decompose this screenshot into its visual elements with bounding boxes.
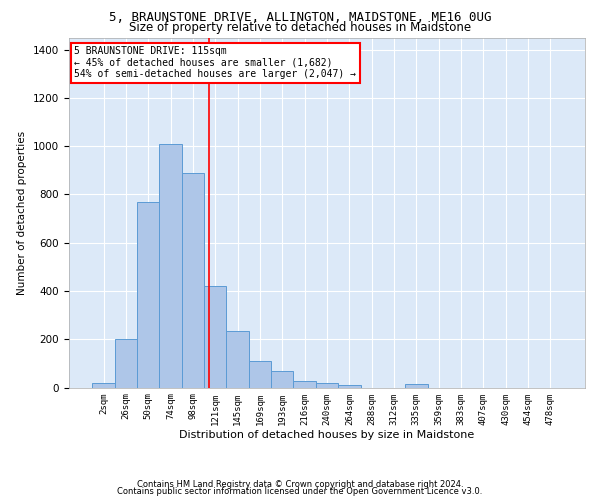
Text: Size of property relative to detached houses in Maidstone: Size of property relative to detached ho… [129, 21, 471, 34]
Bar [115, 339, 137, 388]
Bar [271, 370, 293, 388]
Text: 5, BRAUNSTONE DRIVE, ALLINGTON, MAIDSTONE, ME16 0UG: 5, BRAUNSTONE DRIVE, ALLINGTON, MAIDSTON… [109, 11, 491, 24]
Text: Contains public sector information licensed under the Open Government Licence v3: Contains public sector information licen… [118, 487, 482, 496]
Bar [293, 382, 316, 388]
Bar [249, 361, 271, 388]
Text: Contains HM Land Registry data © Crown copyright and database right 2024.: Contains HM Land Registry data © Crown c… [137, 480, 463, 489]
Text: 5 BRAUNSTONE DRIVE: 115sqm
← 45% of detached houses are smaller (1,682)
54% of s: 5 BRAUNSTONE DRIVE: 115sqm ← 45% of deta… [74, 46, 356, 80]
Bar [338, 385, 361, 388]
Bar [92, 382, 115, 388]
Bar [226, 331, 249, 388]
Bar [316, 382, 338, 388]
Bar [182, 172, 204, 388]
Bar [204, 286, 226, 388]
X-axis label: Distribution of detached houses by size in Maidstone: Distribution of detached houses by size … [179, 430, 475, 440]
Bar [160, 144, 182, 388]
Y-axis label: Number of detached properties: Number of detached properties [17, 130, 28, 294]
Bar [405, 384, 428, 388]
Bar [137, 202, 160, 388]
